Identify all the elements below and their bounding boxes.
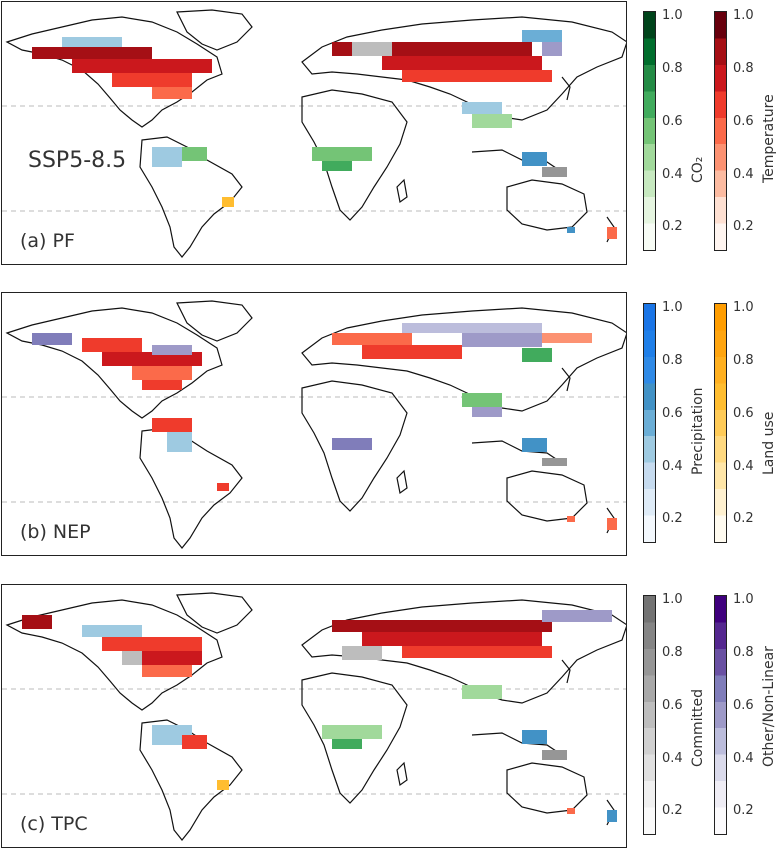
colorbar-tick-label: 0.6 (662, 697, 683, 713)
colorbar-tick-label: 0.2 (662, 219, 683, 235)
colorbar-tick-label: 0.6 (733, 113, 754, 129)
pixels-pf (32, 30, 617, 239)
colorbar-title: CO₂ (690, 156, 706, 183)
colorbar-tick-label: 0.6 (733, 697, 754, 713)
pixels-nep (32, 323, 617, 530)
colorbar-other-nonlinear (714, 595, 727, 835)
colorbar-tick-label: 1.0 (662, 592, 683, 607)
colorbar-title: Other/Non-Linear (761, 646, 777, 767)
map-panel-pf: SSP5-8.5 (a) PF (1, 1, 627, 265)
colorbar-title: Committed (690, 689, 706, 767)
colorbar-tick-label: 0.4 (662, 166, 683, 182)
colorbar-tick-label: 1.0 (733, 300, 754, 315)
colorbar-tick-label: 0.2 (662, 511, 683, 527)
map-panel-nep: (b) NEP (1, 292, 627, 556)
colorbar-tick-label: 0.8 (733, 352, 754, 368)
colorbar-tick-label: 0.2 (662, 803, 683, 819)
panel-label-nep: (b) NEP (20, 521, 91, 543)
colorbar-tick-label: 0.4 (662, 458, 683, 474)
pixels-tpc (22, 610, 617, 822)
colorbar-tick-label: 0.4 (733, 166, 754, 182)
panel-label-tpc: (c) TPC (20, 813, 88, 835)
colorbar-tick-label: 1.0 (662, 8, 683, 23)
colorbar-tick-label: 0.8 (733, 60, 754, 76)
world-map-nep (2, 300, 626, 549)
colorbar-tick-label: 1.0 (733, 8, 754, 23)
colorbar-title: Land use (761, 411, 777, 475)
colorbar-tick-label: 0.8 (662, 60, 683, 76)
colorbar-title: Precipitation (690, 387, 706, 475)
colorbar-tick-label: 0.8 (662, 352, 683, 368)
colorbar-temperature (714, 11, 727, 251)
colorbar-title: Temperature (761, 94, 777, 183)
colorbar-tick-label: 0.6 (733, 405, 754, 421)
colorbar-committed (643, 595, 656, 835)
colorbar-tick-label: 0.2 (733, 511, 754, 527)
colorbar-tick-label: 0.2 (733, 803, 754, 819)
colorbar-tick-label: 1.0 (662, 300, 683, 315)
scenario-label: SSP5-8.5 (28, 148, 127, 173)
colorbar-tick-label: 0.8 (662, 644, 683, 660)
colorbar-tick-label: 1.0 (733, 592, 754, 607)
world-map-pf (2, 9, 626, 258)
colorbar-tick-label: 0.4 (733, 750, 754, 766)
colorbar-tick-label: 0.4 (733, 458, 754, 474)
map-panel-tpc: (c) TPC (1, 584, 627, 848)
colorbar-land-use (714, 303, 727, 543)
colorbar-tick-label: 0.8 (733, 644, 754, 660)
colorbar-tick-label: 0.6 (662, 405, 683, 421)
world-map-tpc (2, 592, 626, 841)
panel-label-pf: (a) PF (20, 230, 75, 252)
colorbar-precipitation (643, 303, 656, 543)
colorbar-tick-label: 0.6 (662, 113, 683, 129)
colorbar-tick-label: 0.4 (662, 750, 683, 766)
colorbar-co2 (643, 11, 656, 251)
colorbar-tick-label: 0.2 (733, 219, 754, 235)
